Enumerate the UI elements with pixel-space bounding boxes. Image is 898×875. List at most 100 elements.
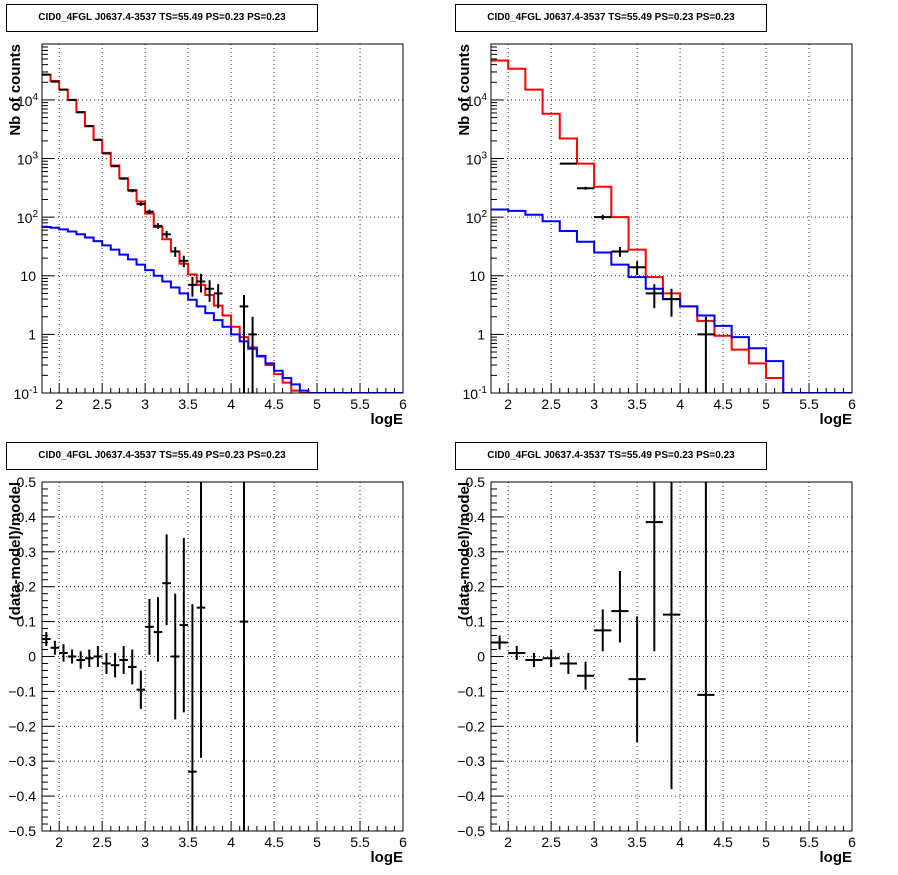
data-point xyxy=(153,597,163,662)
data-point xyxy=(611,570,629,643)
x-tick-label: 2.5 xyxy=(92,834,112,850)
data-point xyxy=(662,482,681,790)
data-point xyxy=(84,649,94,667)
y-tick-label: 0.1 xyxy=(17,614,37,630)
data-point xyxy=(153,223,163,229)
x-tick-label: 5.5 xyxy=(799,834,819,850)
y-tick-label: 103 xyxy=(17,151,39,168)
data-point xyxy=(196,482,206,758)
y-tick-label: 0.3 xyxy=(466,544,486,560)
x-tick-label: 4 xyxy=(676,396,684,412)
data-point xyxy=(188,276,197,297)
data-point xyxy=(170,593,180,720)
y-tick-label: 104 xyxy=(17,92,39,109)
chart-title: CID0_4FGL J0637.4-3537 TS=55.49 PS=0.23 … xyxy=(455,442,767,470)
x-tick-label: 4.5 xyxy=(713,834,733,850)
chart-panel-residuals-left: 2 2.5 3 3.5 4 4.5 5 5.5 6 −0.5 −0.4 −0.3 −0.2 −0.1 0 0.… xyxy=(0,438,449,875)
y-tick-label: 0.2 xyxy=(466,579,486,595)
y-tick-label: −0.3 xyxy=(8,753,36,769)
x-tick-label: 2.5 xyxy=(541,834,561,850)
y-axis-label: (data-model)/model xyxy=(456,482,473,620)
y-tick-label: 0.2 xyxy=(17,579,37,595)
y-tick-label: 10 xyxy=(469,268,485,284)
x-axis-label: logE xyxy=(371,849,404,866)
data-point xyxy=(628,616,646,743)
x-tick-label: 3.5 xyxy=(627,396,647,412)
x-tick-label: 4 xyxy=(227,834,235,850)
plot-area xyxy=(42,482,249,831)
data-point xyxy=(248,316,257,393)
x-axis-label: logE xyxy=(371,411,404,428)
series-line xyxy=(491,59,852,393)
y-axis-label: Nb of counts xyxy=(7,44,24,136)
x-tick-label: 4.5 xyxy=(264,834,284,850)
chart-title: CID0_4FGL J0637.4-3537 TS=55.49 PS=0.23 … xyxy=(6,442,318,470)
data-point xyxy=(205,280,214,302)
y-tick-label: 1 xyxy=(28,326,36,342)
data-point xyxy=(239,294,249,393)
y-tick-label: −0.3 xyxy=(457,753,485,769)
data-point xyxy=(611,246,629,257)
data-point xyxy=(127,649,137,685)
data-point xyxy=(188,604,197,831)
y-tick-label: −0.4 xyxy=(457,788,485,804)
x-tick-label: 5 xyxy=(762,396,770,412)
data-point xyxy=(59,644,68,662)
y-tick-label: −0.5 xyxy=(457,823,485,839)
data-point xyxy=(67,98,77,101)
x-tick-label: 6 xyxy=(399,834,407,850)
data-point xyxy=(179,537,189,713)
data-point xyxy=(542,649,560,667)
y-tick-label: −0.1 xyxy=(8,683,36,699)
data-point xyxy=(93,138,103,141)
data-point xyxy=(93,646,103,667)
series-line xyxy=(42,225,403,393)
data-point xyxy=(145,209,154,215)
data-point xyxy=(162,534,171,626)
chart-canvas: 2 2.5 3 3.5 4 4.5 5 5.5 6 −0.5 −0.4 −0.3 −0.2 −0.1 0 0.… xyxy=(456,474,856,866)
y-tick-label: 102 xyxy=(466,209,488,226)
data-point xyxy=(697,316,715,393)
data-point xyxy=(239,482,249,831)
data-point xyxy=(628,261,646,276)
y-tick-label: 0.3 xyxy=(17,544,37,560)
x-tick-label: 3 xyxy=(590,396,598,412)
data-point xyxy=(491,635,509,650)
y-tick-label: −0.5 xyxy=(8,823,36,839)
data-point xyxy=(594,609,612,652)
y-tick-label: 0.1 xyxy=(466,614,486,630)
x-tick-label: 6 xyxy=(848,834,856,850)
y-tick-label: 103 xyxy=(466,151,488,168)
y-tick-label: −0.2 xyxy=(457,718,485,734)
chart-canvas: 2 2.5 3 3.5 4 4.5 5 5.5 6 10-1 1 10 102 103 104 logE Nb … xyxy=(7,43,407,428)
x-tick-label: 4 xyxy=(227,396,235,412)
y-axis-label: Nb of counts xyxy=(456,44,473,136)
data-point xyxy=(76,651,85,669)
y-tick-label: 104 xyxy=(466,92,488,109)
data-point xyxy=(145,598,154,655)
data-point xyxy=(136,202,146,207)
data-point xyxy=(697,482,715,831)
data-point xyxy=(196,273,206,293)
data-point xyxy=(576,186,595,190)
plot-frame xyxy=(41,43,404,394)
chart-title: CID0_4FGL J0637.4-3537 TS=55.49 PS=0.23 … xyxy=(6,4,318,32)
data-point xyxy=(559,653,577,674)
chart-panel-counts-right: 2 2.5 3 3.5 4 4.5 5 5.5 6 10-1 1 10 102 103 104 logE Nb … xyxy=(449,0,898,437)
y-tick-label: 0.5 xyxy=(17,474,37,490)
plot-frame xyxy=(41,481,404,832)
chart-panel-residuals-right: 2 2.5 3 3.5 4 4.5 5 5.5 6 −0.5 −0.4 −0.3 −0.2 −0.1 0 0.… xyxy=(449,438,898,875)
x-tick-label: 3 xyxy=(141,834,149,850)
x-axis-label: logE xyxy=(820,411,853,428)
data-point xyxy=(110,653,120,678)
x-tick-label: 5.5 xyxy=(350,396,370,412)
data-point xyxy=(645,482,663,652)
x-tick-label: 2 xyxy=(55,396,63,412)
y-tick-label: 10 xyxy=(20,268,36,284)
data-point xyxy=(42,632,51,647)
series-line xyxy=(491,208,852,393)
data-point xyxy=(576,661,595,690)
y-tick-label: 10-1 xyxy=(14,385,39,402)
x-tick-label: 3.5 xyxy=(178,396,198,412)
data-point xyxy=(76,111,85,114)
